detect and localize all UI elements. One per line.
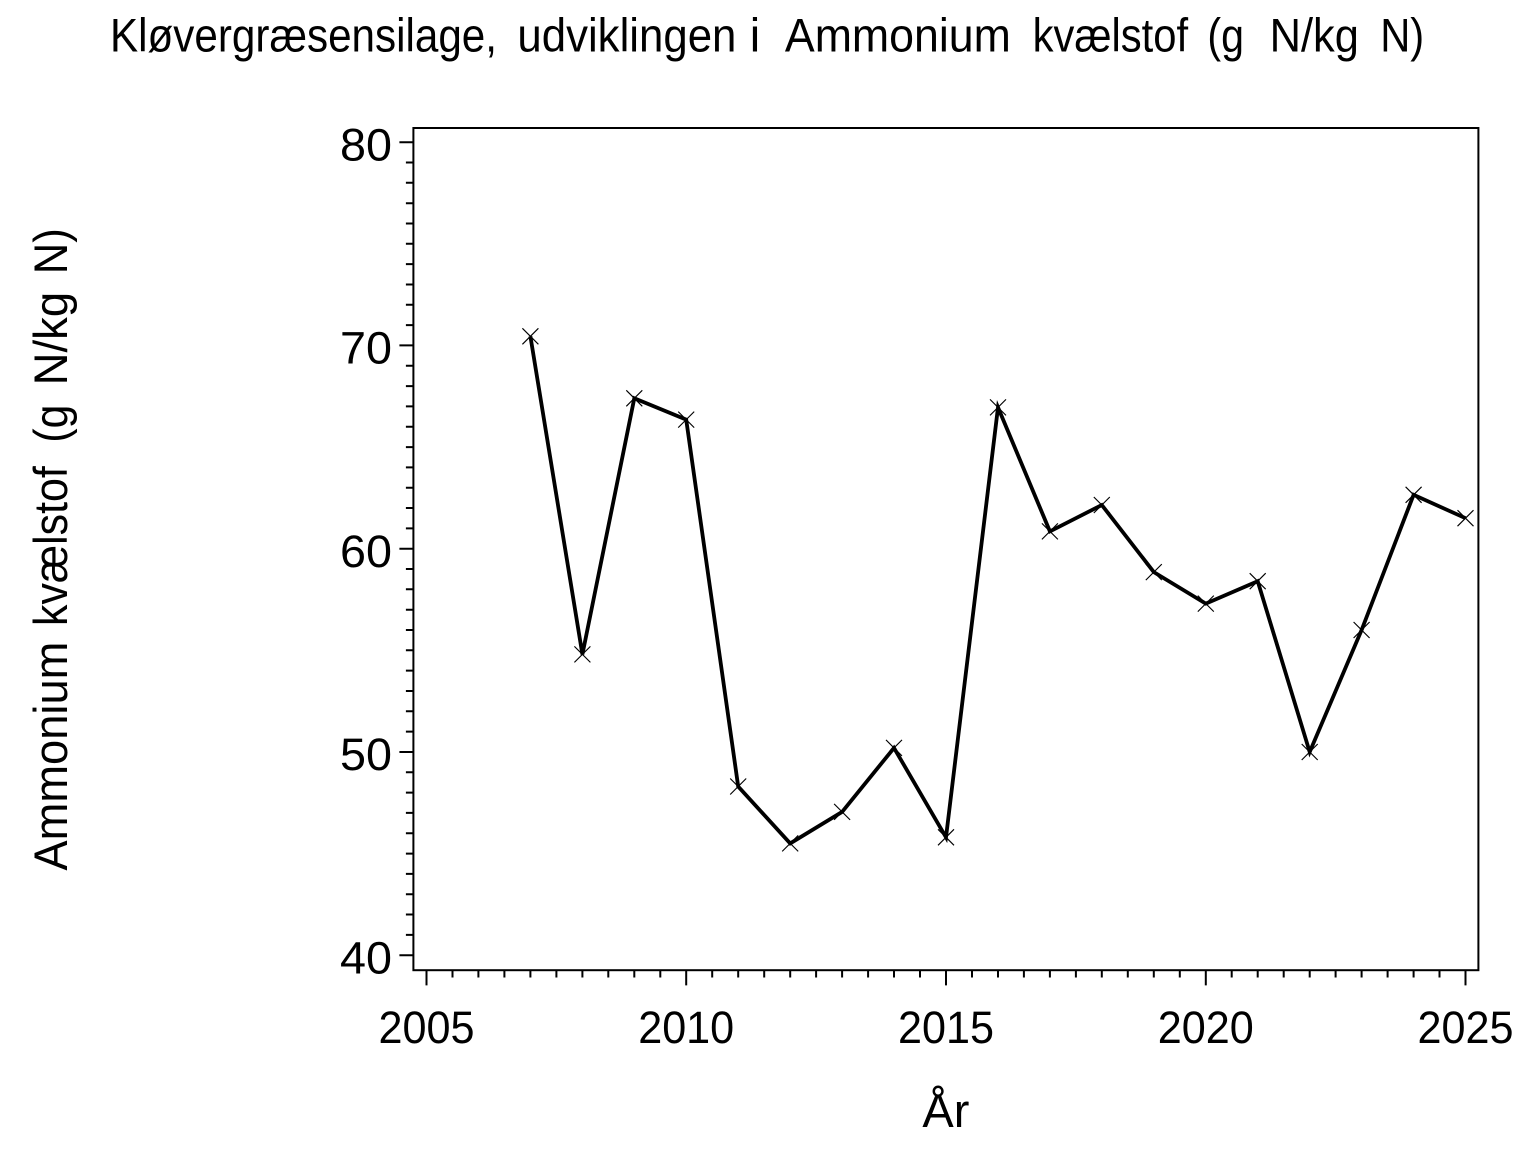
svg-text:(g: (g: [1207, 9, 1244, 62]
svg-text:År: År: [922, 1084, 969, 1137]
svg-text:Ammonium: Ammonium: [785, 9, 1011, 62]
svg-text:Kløvergræsensilage,: Kløvergræsensilage,: [110, 9, 497, 62]
svg-text:N/kg: N/kg: [1270, 9, 1359, 62]
svg-text:N): N): [24, 228, 77, 274]
svg-text:60: 60: [340, 526, 392, 577]
svg-text:80: 80: [340, 119, 392, 170]
svg-text:Ammonium: Ammonium: [24, 642, 77, 871]
svg-text:kvælstof: kvælstof: [1033, 9, 1189, 62]
svg-text:i: i: [750, 9, 760, 62]
svg-text:50: 50: [340, 729, 392, 780]
svg-text:2010: 2010: [638, 1002, 734, 1053]
svg-text:udviklingen: udviklingen: [517, 9, 736, 62]
svg-text:70: 70: [340, 323, 392, 374]
svg-text:2020: 2020: [1158, 1002, 1254, 1053]
svg-text:(g: (g: [24, 405, 77, 443]
svg-text:N/kg: N/kg: [24, 292, 77, 386]
svg-text:N): N): [1380, 9, 1424, 62]
svg-text:kvælstof: kvælstof: [24, 465, 77, 626]
svg-text:2005: 2005: [379, 1002, 475, 1053]
svg-text:2025: 2025: [1418, 1002, 1514, 1053]
svg-text:40: 40: [340, 932, 392, 983]
svg-text:2015: 2015: [898, 1002, 994, 1053]
